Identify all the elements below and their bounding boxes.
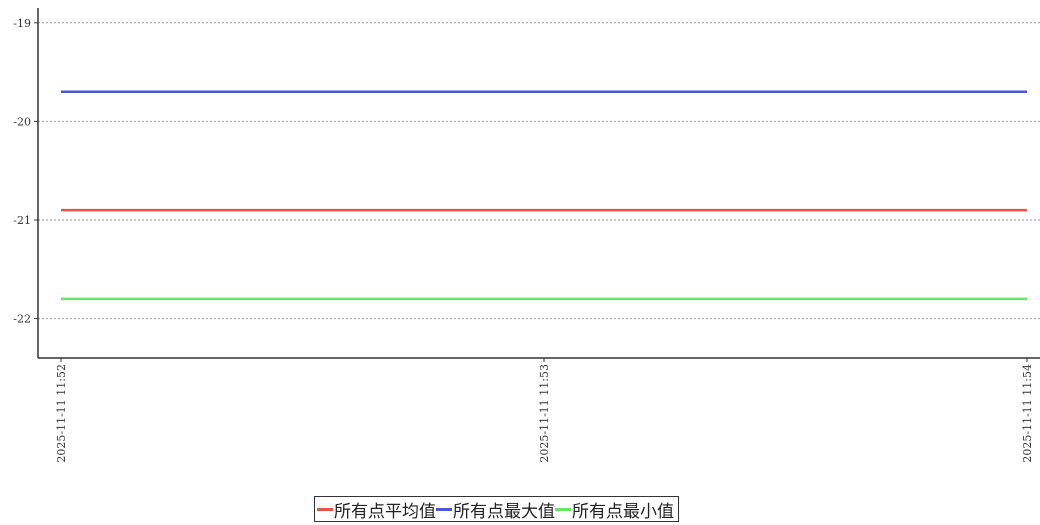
legend-label-max: 所有点最大值 — [453, 501, 555, 522]
legend-item-max[interactable]: 所有点最大值 — [436, 497, 555, 522]
series-lines — [61, 90, 1027, 301]
legend: 所有点平均值 所有点最大值 所有点最小值 — [314, 496, 679, 522]
grid-lines — [38, 22, 1040, 320]
x-tick-label: 2025-11-11 11:52 — [55, 364, 68, 463]
y-tick-label: -22 — [13, 313, 31, 326]
legend-swatch-min — [555, 507, 571, 511]
legend-item-min[interactable]: 所有点最小值 — [555, 497, 674, 522]
x-tick-label: 2025-11-11 11:53 — [538, 364, 551, 463]
legend-label-avg: 所有点平均值 — [334, 501, 436, 522]
y-tick-label: -21 — [13, 214, 31, 227]
legend-swatch-avg — [317, 507, 333, 511]
axes — [37, 8, 1040, 359]
x-tick-labels: 2025-11-11 11:52 2025-11-11 11:53 2025-11-… — [55, 358, 1034, 463]
y-tick-label: -19 — [13, 17, 31, 30]
legend-swatch-max — [436, 507, 452, 511]
y-tick-label: -20 — [13, 115, 31, 128]
legend-item-avg[interactable]: 所有点平均值 — [317, 497, 436, 522]
legend-label-min: 所有点最小值 — [572, 501, 674, 522]
y-tick-labels: -19 -20 -21 -22 — [13, 17, 38, 326]
x-tick-label: 2025-11-11 11:54 — [1021, 364, 1034, 463]
